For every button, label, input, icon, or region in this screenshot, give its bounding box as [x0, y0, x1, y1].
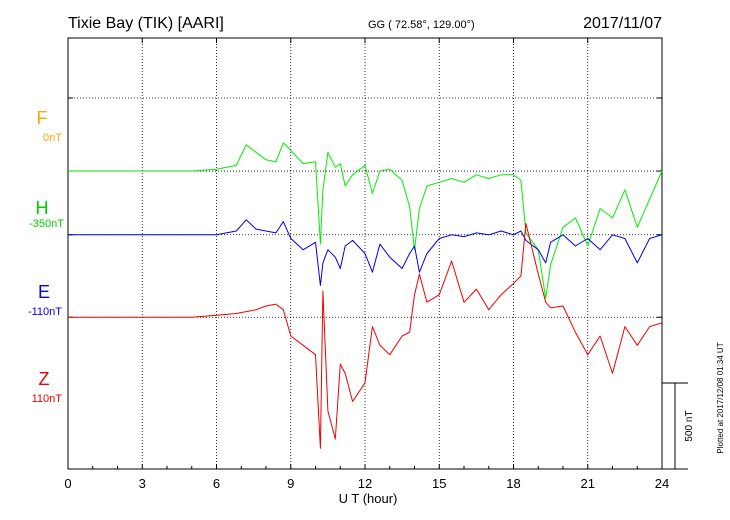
- series-line-Z: [68, 223, 663, 449]
- plot-date: 2017/11/07: [583, 15, 662, 32]
- baseline-F: 0nT: [43, 132, 62, 144]
- scale-bar: [662, 382, 688, 470]
- x-tick-label-6: 6: [213, 476, 220, 491]
- x-tick-label-0: 0: [64, 476, 71, 491]
- x-axis-ticks: 0 3 6 9 12 15 18 21 24: [64, 38, 669, 491]
- label-F: F: [37, 108, 48, 128]
- series-line-E: [68, 219, 663, 286]
- x-tick-label-12: 12: [358, 476, 372, 491]
- x-tick-label-9: 9: [287, 476, 294, 491]
- series-layer: [68, 142, 663, 449]
- series-line-H: [68, 142, 663, 299]
- x-tick-label-18: 18: [506, 476, 520, 491]
- plotted-timestamp: Plotted at 2017/12/08 01:34 UT: [716, 342, 725, 453]
- station-title: Tixie Bay (TIK) [AARI]: [68, 15, 224, 32]
- x-tick-label-21: 21: [581, 476, 595, 491]
- label-E: E: [38, 282, 50, 302]
- x-tick-label-24: 24: [655, 476, 669, 491]
- scale-bar-label: 500 nT: [684, 410, 695, 441]
- x-axis-label: U T (hour): [339, 491, 398, 506]
- baseline-Z: 110nT: [32, 393, 63, 405]
- x-tick-label-3: 3: [139, 476, 146, 491]
- baseline-E: -110nT: [28, 306, 62, 318]
- x-tick-label-15: 15: [432, 476, 446, 491]
- station-coords: GG ( 72.58°, 129.00°): [368, 19, 475, 31]
- label-H: H: [36, 198, 49, 218]
- label-Z: Z: [39, 369, 50, 389]
- baseline-H: -350nT: [29, 218, 64, 230]
